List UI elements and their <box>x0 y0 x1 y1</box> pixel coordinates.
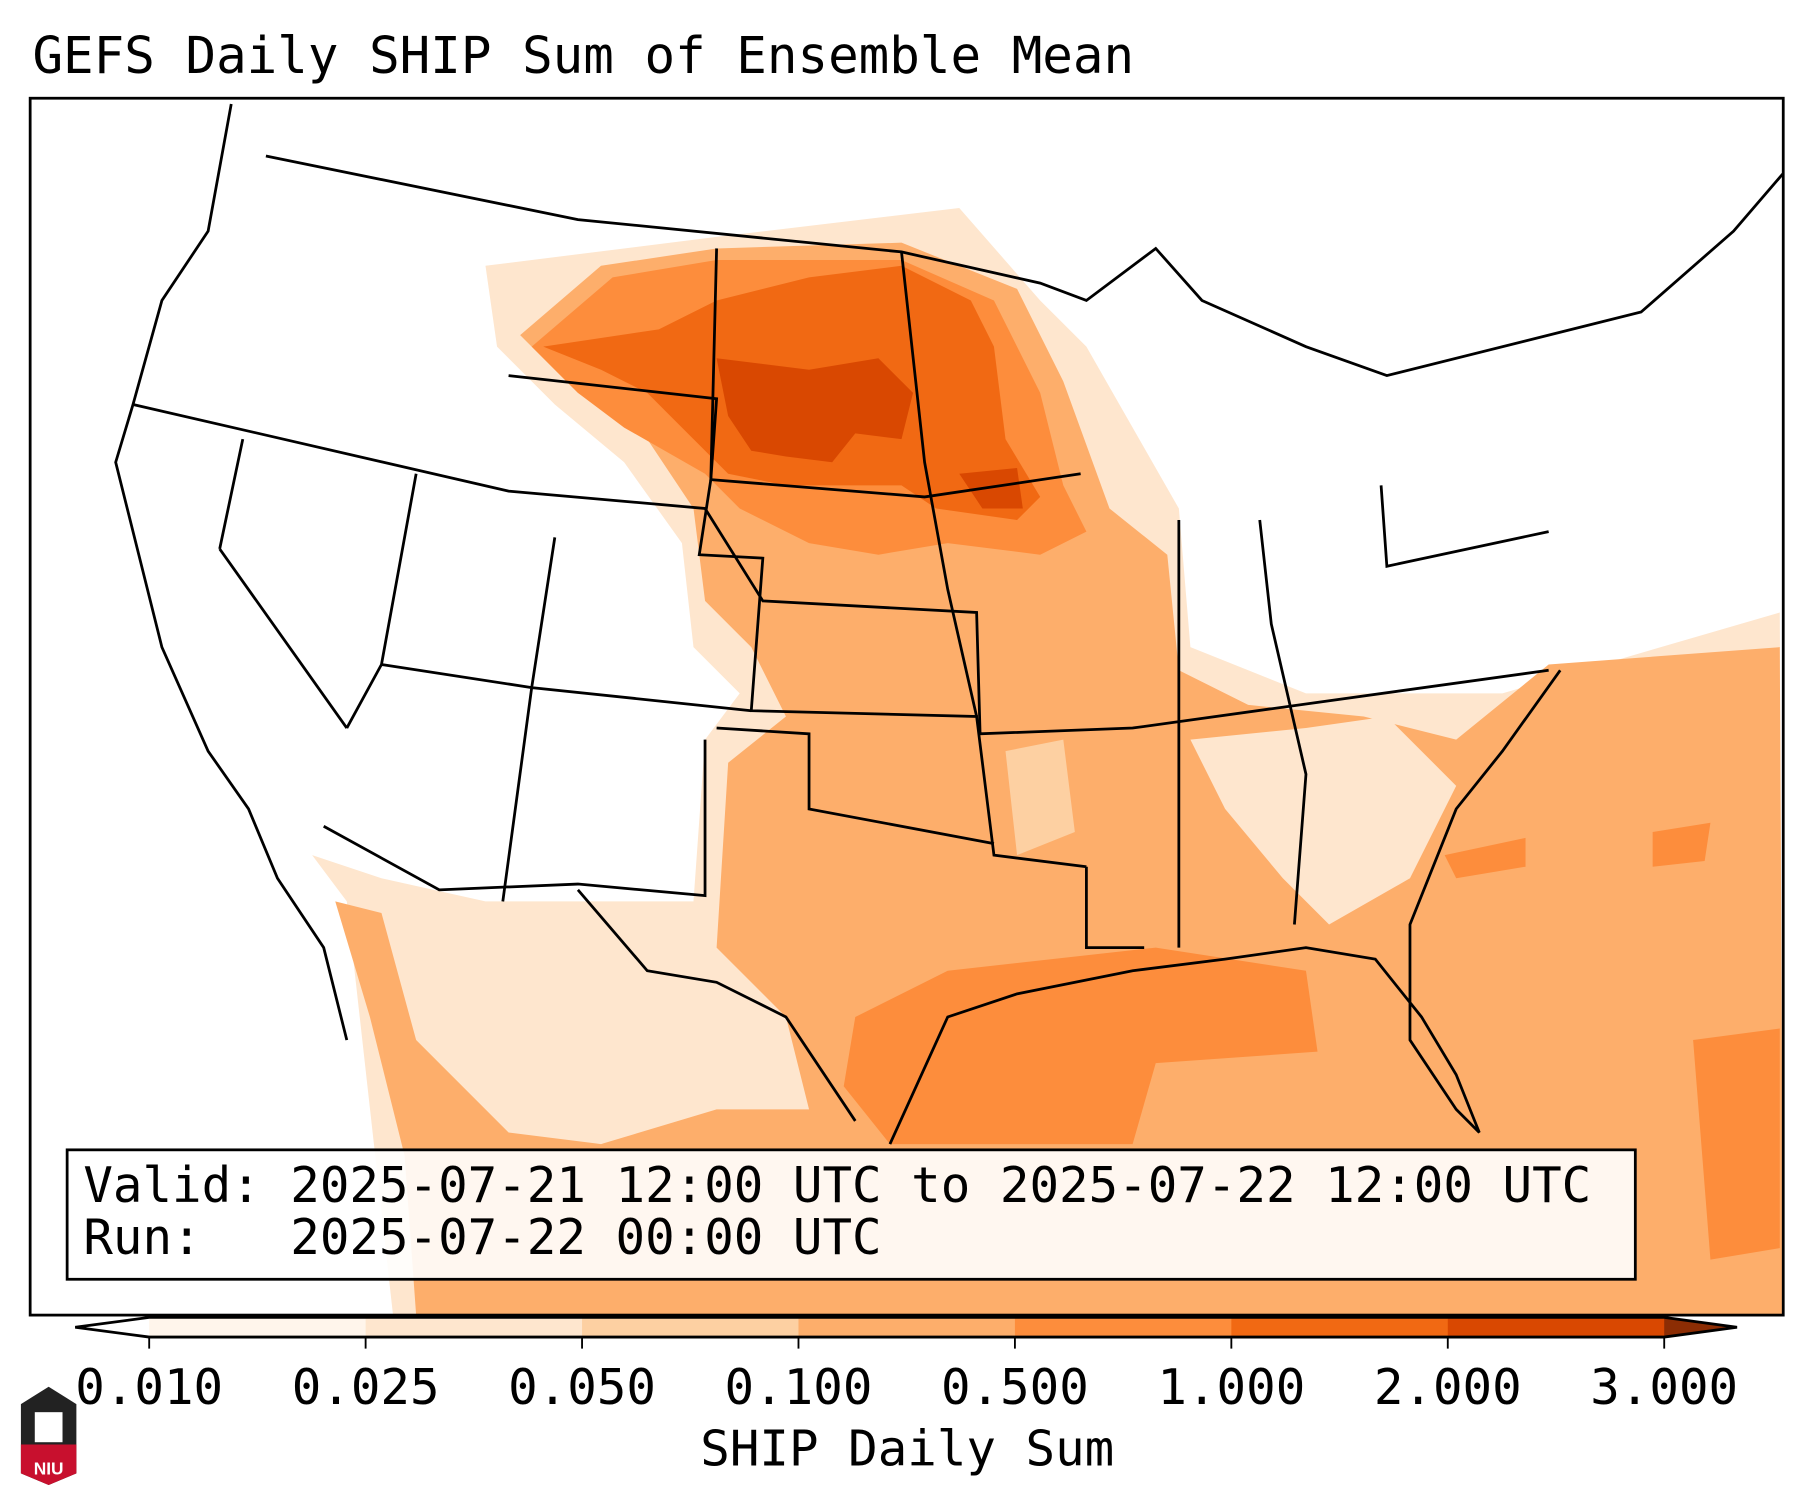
shade-band-0.5-gulf <box>843 947 1318 1145</box>
colorbar-tick-label: 0.100 <box>725 1358 873 1416</box>
colorbar: 0.010 0.025 0.050 0.100 0.500 1.000 2.000 3.000 <box>75 1316 1738 1416</box>
shade-hole <box>1190 716 1457 925</box>
state-line <box>132 403 1549 736</box>
colorbar-tick-label: 2.000 <box>1374 1358 1522 1416</box>
shade-band-2 <box>716 358 1023 509</box>
shade-band-0.5-atlantic <box>1444 822 1780 1260</box>
colorbar-bin <box>798 1317 1016 1338</box>
logo-text: NIU <box>34 1459 64 1479</box>
boundaries <box>114 103 1784 1145</box>
map-frame <box>28 96 1785 1317</box>
map-title: GEFS Daily SHIP Sum of Ensemble Mean <box>32 26 1134 85</box>
state-line <box>1085 485 1549 949</box>
run-time-text: Run: 2025-07-22 00:00 UTC <box>83 1208 881 1266</box>
colorbar-tick-label: 0.025 <box>292 1358 440 1416</box>
state-line <box>900 251 978 717</box>
shade-hole <box>1005 739 1075 856</box>
valid-time-text: Valid: 2025-07-21 12:00 UTC to 2025-07-2… <box>83 1156 1591 1214</box>
colorbar-bin <box>149 1317 367 1338</box>
colorbar-label: SHIP Daily Sum <box>700 1419 1114 1477</box>
shaded-field <box>30 98 1784 1316</box>
info-box: Valid: 2025-07-21 12:00 UTC to 2025-07-2… <box>65 1148 1637 1281</box>
state-line <box>323 739 857 1122</box>
pacific-coast <box>114 103 349 1041</box>
colorbar-tick-label: 0.500 <box>941 1358 1089 1416</box>
colorbar-tick-label: 1.000 <box>1157 1358 1305 1416</box>
colorbar-tick-label: 0.010 <box>75 1358 223 1416</box>
colorbar-bin <box>1447 1317 1665 1338</box>
colorbar-over-arrow <box>1664 1317 1738 1338</box>
colorbar-bin <box>582 1317 800 1338</box>
colorbar-bin <box>1231 1317 1449 1338</box>
colorbar-bin <box>365 1317 583 1338</box>
colorbar-bin <box>1014 1317 1232 1338</box>
niu-logo: NIU <box>20 1386 77 1485</box>
state-line <box>697 248 1087 869</box>
gulf-atlantic-coast <box>888 669 1562 1145</box>
colorbar-tick-label: 0.050 <box>508 1358 656 1416</box>
colorbar-tick-label: 3.000 <box>1590 1358 1738 1416</box>
state-line <box>218 438 995 902</box>
colorbar-under-arrow <box>75 1317 150 1338</box>
